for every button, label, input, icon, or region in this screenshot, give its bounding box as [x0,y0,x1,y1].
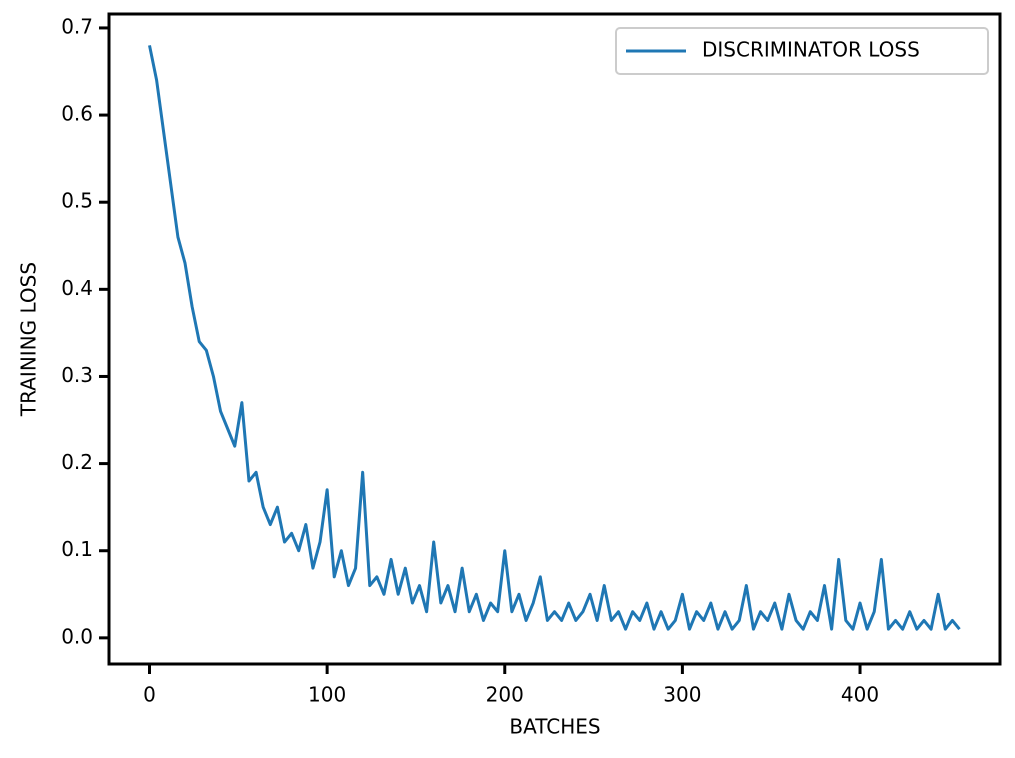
y-axis-label: TRAINING LOSS [17,262,41,417]
y-tick-label: 0.6 [61,102,93,126]
x-axis-label: BATCHES [509,715,600,739]
y-tick-label: 0.7 [61,14,93,38]
legend-label: DISCRIMINATOR LOSS [702,38,920,62]
y-tick-label: 0.3 [61,363,93,387]
y-tick-label: 0.1 [61,537,93,561]
x-tick-label: 200 [486,683,524,707]
legend-box [615,27,989,75]
y-tick-label: 0.2 [61,450,93,474]
plot-frame [107,12,1002,666]
y-tick-label: 0.0 [61,624,93,648]
y-tick-label: 0.4 [61,276,93,300]
data-line [148,45,961,631]
x-tick-label: 400 [841,683,879,707]
x-tick-label: 100 [308,683,346,707]
y-tick-label: 0.5 [61,189,93,213]
x-tick-label: 0 [143,683,156,707]
x-tick-label: 300 [663,683,701,707]
